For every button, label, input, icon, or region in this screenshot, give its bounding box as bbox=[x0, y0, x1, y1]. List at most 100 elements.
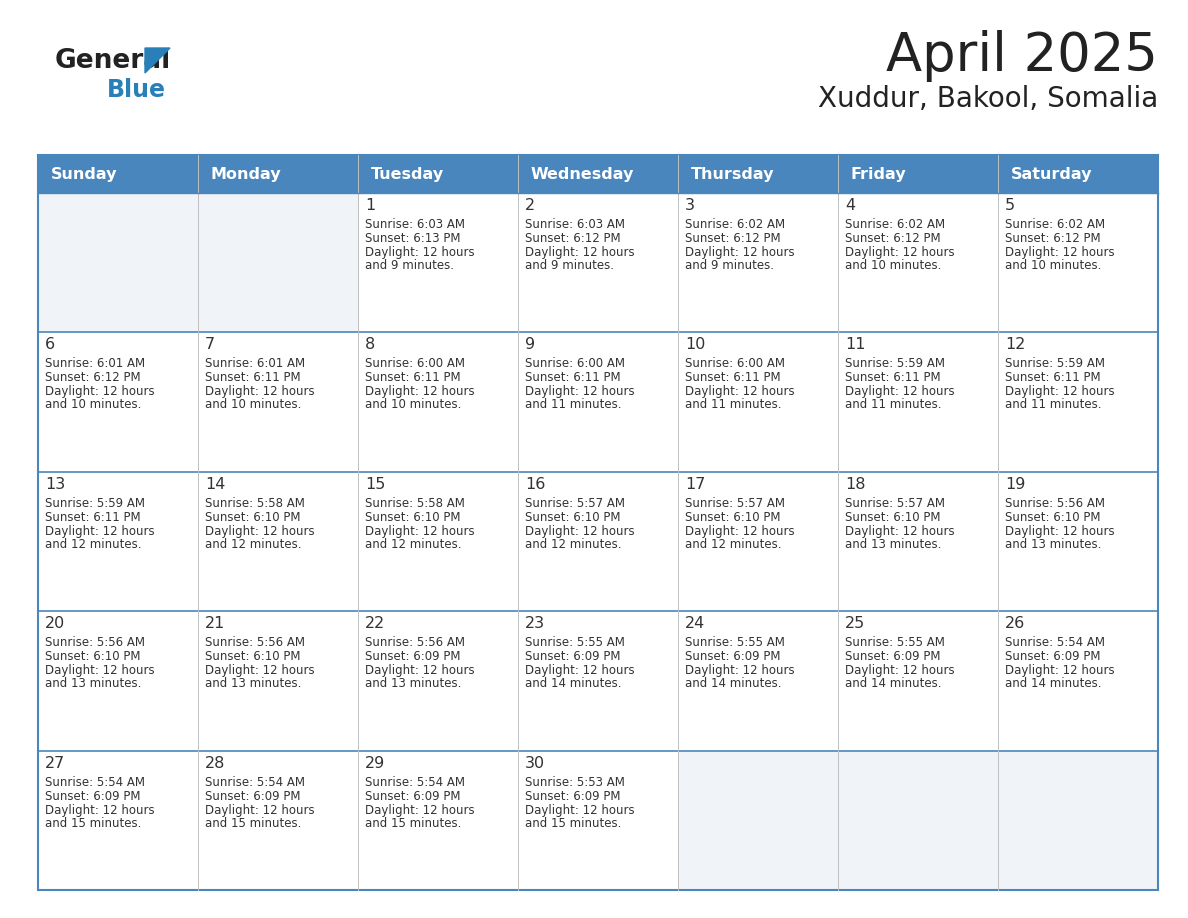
Text: Sunrise: 5:57 AM: Sunrise: 5:57 AM bbox=[685, 497, 785, 509]
Text: 19: 19 bbox=[1005, 476, 1025, 492]
Text: 12: 12 bbox=[1005, 338, 1025, 353]
Text: and 14 minutes.: and 14 minutes. bbox=[1005, 677, 1101, 690]
Polygon shape bbox=[145, 48, 170, 73]
Text: Sunset: 6:10 PM: Sunset: 6:10 PM bbox=[1005, 510, 1100, 524]
Text: Sunset: 6:10 PM: Sunset: 6:10 PM bbox=[845, 510, 941, 524]
Text: Sunset: 6:11 PM: Sunset: 6:11 PM bbox=[365, 372, 461, 385]
Text: and 10 minutes.: and 10 minutes. bbox=[1005, 259, 1101, 272]
Text: 4: 4 bbox=[845, 198, 855, 213]
Text: Sunrise: 5:56 AM: Sunrise: 5:56 AM bbox=[45, 636, 145, 649]
Text: Wednesday: Wednesday bbox=[531, 166, 634, 182]
Text: and 10 minutes.: and 10 minutes. bbox=[845, 259, 941, 272]
Bar bbox=[358, 193, 518, 332]
Text: Sunrise: 5:59 AM: Sunrise: 5:59 AM bbox=[845, 357, 944, 370]
Text: Friday: Friday bbox=[851, 166, 906, 182]
Text: and 9 minutes.: and 9 minutes. bbox=[365, 259, 454, 272]
Text: and 10 minutes.: and 10 minutes. bbox=[45, 398, 141, 411]
Text: Daylight: 12 hours: Daylight: 12 hours bbox=[365, 665, 475, 677]
Bar bbox=[838, 332, 998, 472]
Text: Daylight: 12 hours: Daylight: 12 hours bbox=[365, 803, 475, 817]
Text: Sunset: 6:12 PM: Sunset: 6:12 PM bbox=[1005, 232, 1100, 245]
Bar bbox=[358, 751, 518, 890]
Text: Sunrise: 6:02 AM: Sunrise: 6:02 AM bbox=[685, 218, 785, 231]
Text: Sunrise: 6:02 AM: Sunrise: 6:02 AM bbox=[1005, 218, 1105, 231]
Bar bbox=[38, 155, 1158, 890]
Text: and 14 minutes.: and 14 minutes. bbox=[845, 677, 942, 690]
Text: and 13 minutes.: and 13 minutes. bbox=[365, 677, 461, 690]
Text: Daylight: 12 hours: Daylight: 12 hours bbox=[525, 246, 634, 259]
Text: 20: 20 bbox=[45, 616, 65, 632]
Text: Saturday: Saturday bbox=[1011, 166, 1092, 182]
Text: Daylight: 12 hours: Daylight: 12 hours bbox=[845, 665, 955, 677]
Text: and 13 minutes.: and 13 minutes. bbox=[45, 677, 141, 690]
Bar bbox=[358, 332, 518, 472]
Text: and 15 minutes.: and 15 minutes. bbox=[525, 817, 621, 830]
Text: Daylight: 12 hours: Daylight: 12 hours bbox=[1005, 525, 1114, 538]
Text: Daylight: 12 hours: Daylight: 12 hours bbox=[1005, 665, 1114, 677]
Text: Sunset: 6:10 PM: Sunset: 6:10 PM bbox=[206, 650, 301, 663]
Text: Sunrise: 5:54 AM: Sunrise: 5:54 AM bbox=[45, 776, 145, 789]
Text: 23: 23 bbox=[525, 616, 545, 632]
Text: Sunset: 6:09 PM: Sunset: 6:09 PM bbox=[206, 789, 301, 802]
Text: Daylight: 12 hours: Daylight: 12 hours bbox=[365, 386, 475, 398]
Text: Sunrise: 5:59 AM: Sunrise: 5:59 AM bbox=[1005, 357, 1105, 370]
Bar bbox=[518, 751, 678, 890]
Text: Sunset: 6:09 PM: Sunset: 6:09 PM bbox=[525, 650, 620, 663]
Text: Sunset: 6:09 PM: Sunset: 6:09 PM bbox=[365, 650, 461, 663]
Bar bbox=[38, 332, 198, 472]
Text: Daylight: 12 hours: Daylight: 12 hours bbox=[45, 665, 154, 677]
Text: Sunset: 6:13 PM: Sunset: 6:13 PM bbox=[365, 232, 461, 245]
Text: 3: 3 bbox=[685, 198, 695, 213]
Text: Daylight: 12 hours: Daylight: 12 hours bbox=[685, 525, 795, 538]
Text: and 11 minutes.: and 11 minutes. bbox=[685, 398, 782, 411]
Text: and 14 minutes.: and 14 minutes. bbox=[685, 677, 782, 690]
Bar bbox=[358, 611, 518, 751]
Text: 15: 15 bbox=[365, 476, 385, 492]
Bar bbox=[38, 611, 198, 751]
Text: and 15 minutes.: and 15 minutes. bbox=[365, 817, 461, 830]
Text: and 11 minutes.: and 11 minutes. bbox=[525, 398, 621, 411]
Text: Daylight: 12 hours: Daylight: 12 hours bbox=[1005, 246, 1114, 259]
Text: Daylight: 12 hours: Daylight: 12 hours bbox=[845, 246, 955, 259]
Text: 26: 26 bbox=[1005, 616, 1025, 632]
Text: Sunset: 6:10 PM: Sunset: 6:10 PM bbox=[206, 510, 301, 524]
Text: and 15 minutes.: and 15 minutes. bbox=[206, 817, 302, 830]
Text: Sunrise: 6:00 AM: Sunrise: 6:00 AM bbox=[365, 357, 465, 370]
Text: Daylight: 12 hours: Daylight: 12 hours bbox=[845, 525, 955, 538]
Text: Sunset: 6:10 PM: Sunset: 6:10 PM bbox=[685, 510, 781, 524]
Text: Sunrise: 5:55 AM: Sunrise: 5:55 AM bbox=[685, 636, 785, 649]
Bar bbox=[38, 193, 198, 332]
Text: Sunrise: 5:57 AM: Sunrise: 5:57 AM bbox=[845, 497, 944, 509]
Text: Sunrise: 5:59 AM: Sunrise: 5:59 AM bbox=[45, 497, 145, 509]
Bar bbox=[838, 611, 998, 751]
Text: April 2025: April 2025 bbox=[886, 30, 1158, 82]
Bar bbox=[518, 332, 678, 472]
Text: Daylight: 12 hours: Daylight: 12 hours bbox=[1005, 386, 1114, 398]
Text: Blue: Blue bbox=[107, 78, 166, 102]
Bar bbox=[198, 332, 358, 472]
Text: and 13 minutes.: and 13 minutes. bbox=[206, 677, 302, 690]
Text: and 12 minutes.: and 12 minutes. bbox=[365, 538, 461, 551]
Text: Sunset: 6:09 PM: Sunset: 6:09 PM bbox=[1005, 650, 1100, 663]
Text: 9: 9 bbox=[525, 338, 535, 353]
Text: Sunrise: 5:58 AM: Sunrise: 5:58 AM bbox=[365, 497, 465, 509]
Text: Daylight: 12 hours: Daylight: 12 hours bbox=[206, 525, 315, 538]
Text: Daylight: 12 hours: Daylight: 12 hours bbox=[365, 525, 475, 538]
Text: Daylight: 12 hours: Daylight: 12 hours bbox=[525, 386, 634, 398]
Bar bbox=[678, 611, 838, 751]
Text: Sunrise: 6:02 AM: Sunrise: 6:02 AM bbox=[845, 218, 946, 231]
Text: Daylight: 12 hours: Daylight: 12 hours bbox=[206, 386, 315, 398]
Text: Daylight: 12 hours: Daylight: 12 hours bbox=[525, 525, 634, 538]
Bar bbox=[678, 193, 838, 332]
Text: Daylight: 12 hours: Daylight: 12 hours bbox=[365, 246, 475, 259]
Text: Xuddur, Bakool, Somalia: Xuddur, Bakool, Somalia bbox=[817, 85, 1158, 113]
Text: Daylight: 12 hours: Daylight: 12 hours bbox=[525, 665, 634, 677]
Bar bbox=[838, 193, 998, 332]
Text: Sunset: 6:11 PM: Sunset: 6:11 PM bbox=[45, 510, 140, 524]
Text: 16: 16 bbox=[525, 476, 545, 492]
Text: Sunrise: 5:56 AM: Sunrise: 5:56 AM bbox=[206, 636, 305, 649]
Bar bbox=[38, 751, 198, 890]
Text: Sunrise: 5:54 AM: Sunrise: 5:54 AM bbox=[206, 776, 305, 789]
Text: Tuesday: Tuesday bbox=[371, 166, 444, 182]
Text: 18: 18 bbox=[845, 476, 866, 492]
